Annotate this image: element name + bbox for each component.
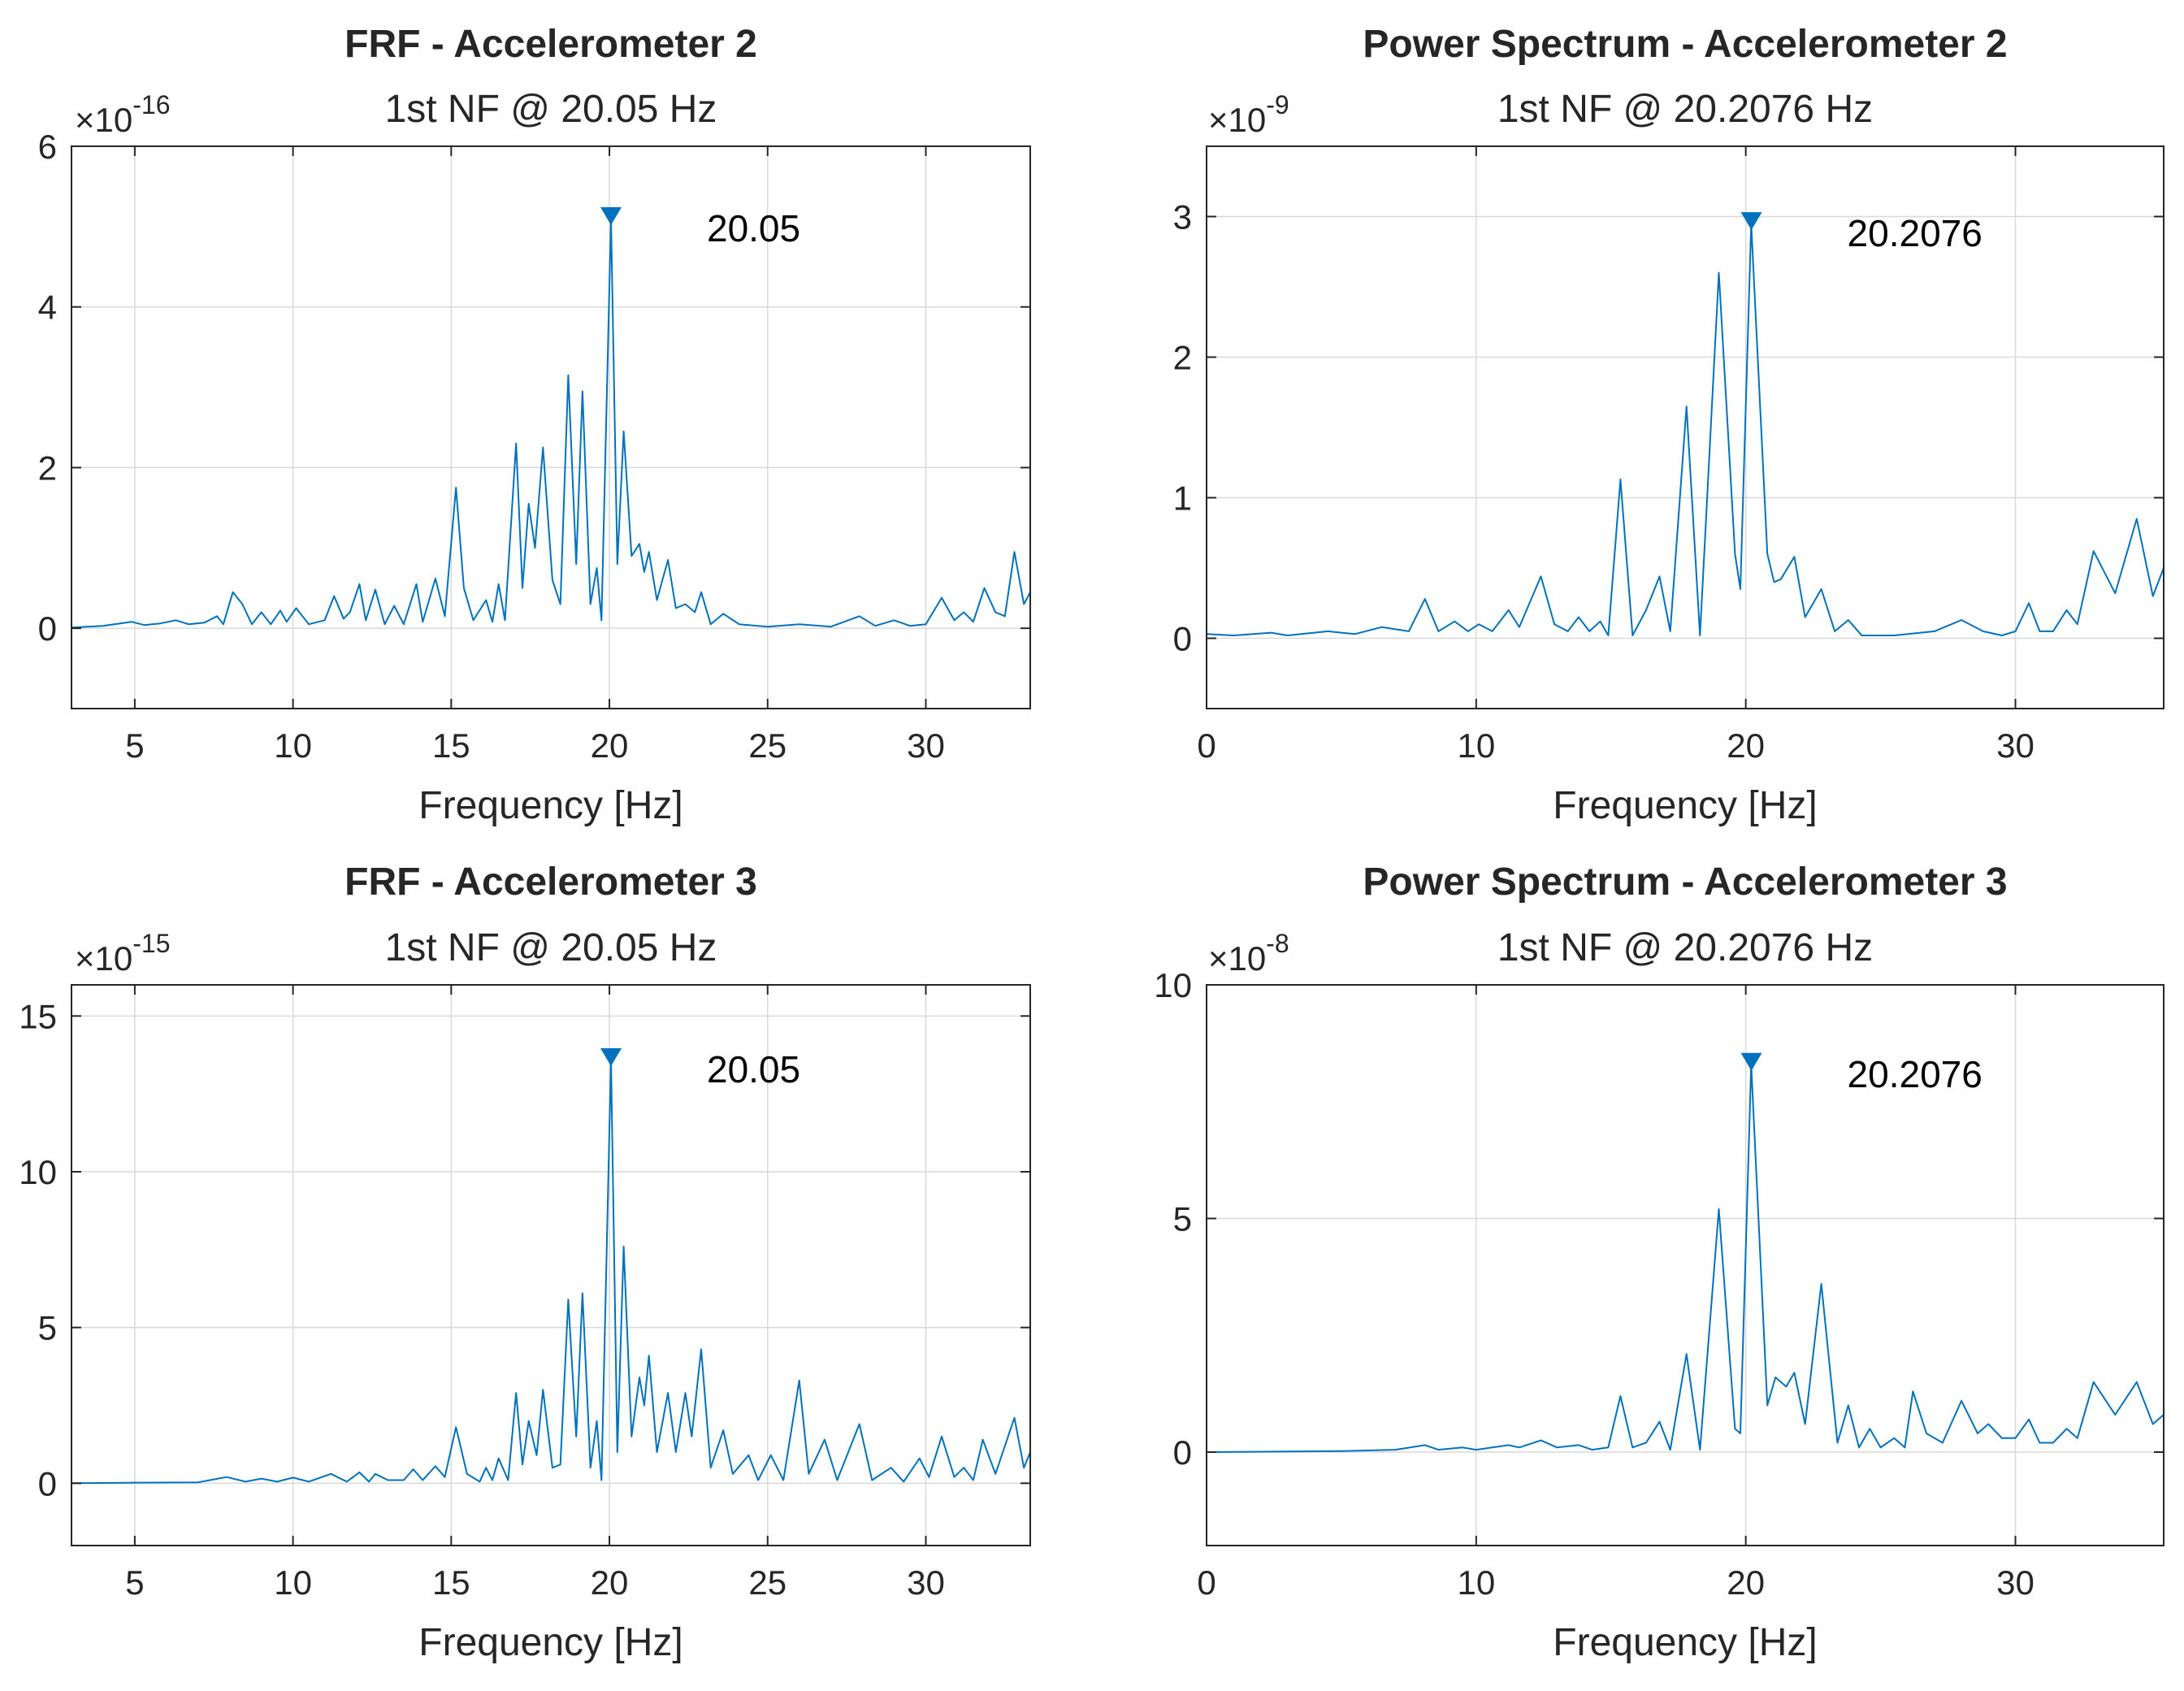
exponent-power: -8: [1266, 929, 1289, 958]
x-axis-label: Frequency [Hz]: [1553, 1621, 1817, 1664]
axis-exponent: ×10-9: [1208, 90, 1289, 139]
chart-frf-acc2: FRF - Accelerometer 2 1st NF @ 20.05 Hz ×1…: [38, 23, 1031, 827]
x-tick-label: 5: [125, 726, 144, 765]
y-tick-label: 2: [1173, 339, 1192, 377]
chart-title: Power Spectrum - Accelerometer 3: [1363, 861, 2007, 904]
x-tick-label: 30: [907, 1563, 945, 1602]
peak-marker: [1740, 212, 1762, 231]
y-tick-label: 15: [19, 997, 57, 1035]
chart-subtitle: 1st NF @ 20.2076 Hz: [1497, 926, 1873, 969]
exponent-power: -9: [1266, 90, 1289, 119]
x-tick-label: 15: [432, 1563, 470, 1602]
exponent-power: -16: [132, 90, 170, 119]
exponent-base: ×10: [1208, 939, 1266, 978]
axis-exponent: ×10-15: [75, 929, 171, 978]
y-tick-label: 10: [1154, 966, 1192, 1004]
x-tick-label: 25: [748, 1563, 786, 1602]
peak-marker: [600, 206, 622, 225]
series-line: [1206, 1063, 2164, 1453]
chart-ps-acc3: Power Spectrum - Accelerometer 3 1st NF @…: [1154, 861, 2164, 1664]
x-tick-label: 10: [274, 1563, 312, 1602]
chart-frf-acc3: FRF - Accelerometer 3 1st NF @ 20.05 Hz ×1…: [19, 861, 1031, 1664]
axes-box: [1206, 984, 2164, 1546]
x-axis-label: Frequency [Hz]: [418, 1621, 682, 1664]
x-tick-label: 30: [1996, 1563, 2034, 1602]
x-tick-label: 20: [591, 726, 629, 765]
axis-exponent: ×10-8: [1208, 929, 1289, 978]
chart-subtitle: 1st NF @ 20.05 Hz: [385, 88, 717, 131]
y-tick-label: 5: [1173, 1200, 1192, 1238]
x-tick-label: 0: [1197, 726, 1216, 765]
chart-subtitle: 1st NF @ 20.05 Hz: [385, 926, 717, 969]
x-tick-label: 10: [274, 726, 312, 765]
chart-title: Power Spectrum - Accelerometer 2: [1363, 23, 2007, 66]
y-tick-label: 0: [1173, 1433, 1192, 1472]
y-tick-label: 10: [19, 1153, 57, 1191]
axis-exponent: ×10-16: [75, 90, 171, 139]
exponent-base: ×10: [1208, 101, 1266, 139]
peak-label: 20.05: [707, 1048, 800, 1090]
y-tick-label: 3: [1173, 198, 1192, 236]
x-axis-label: Frequency [Hz]: [1553, 784, 1817, 827]
axes-box: [1206, 145, 2164, 709]
x-tick-label: 0: [1197, 1563, 1216, 1602]
exponent-power: -15: [132, 929, 170, 958]
x-tick-label: 15: [432, 726, 470, 765]
peak-label: 20.2076: [1848, 1053, 1982, 1095]
y-tick-label: 6: [38, 128, 57, 166]
peak-label: 20.2076: [1848, 212, 1982, 254]
y-tick-label: 2: [38, 449, 57, 487]
x-tick-label: 20: [1727, 726, 1765, 765]
y-tick-label: 4: [38, 288, 57, 327]
exponent-base: ×10: [75, 101, 132, 139]
x-tick-label: 20: [1727, 1563, 1765, 1602]
chart-subtitle: 1st NF @ 20.2076 Hz: [1497, 88, 1873, 131]
x-tick-label: 30: [1996, 726, 2034, 765]
series-line: [1206, 223, 2164, 636]
chart-ps-acc2: Power Spectrum - Accelerometer 2 1st NF @…: [1173, 23, 2164, 827]
y-tick-label: 5: [38, 1309, 57, 1347]
x-axis-label: Frequency [Hz]: [418, 784, 682, 827]
peak-marker: [600, 1048, 622, 1066]
series-line: [71, 1059, 1031, 1485]
x-tick-label: 10: [1457, 1563, 1495, 1602]
x-tick-label: 10: [1457, 726, 1495, 765]
peak-label: 20.05: [707, 207, 800, 249]
exponent-base: ×10: [75, 939, 132, 978]
axes-box: [71, 145, 1031, 709]
y-tick-label: 0: [1173, 620, 1192, 658]
chart-title: FRF - Accelerometer 3: [344, 861, 757, 904]
y-tick-label: 0: [38, 609, 57, 648]
x-tick-label: 5: [125, 1563, 144, 1602]
y-tick-label: 1: [1173, 479, 1192, 518]
series-line: [71, 218, 1031, 629]
x-tick-label: 30: [907, 726, 945, 765]
x-tick-label: 25: [748, 726, 786, 765]
chart-title: FRF - Accelerometer 2: [344, 23, 757, 66]
y-tick-label: 0: [38, 1464, 57, 1502]
axes-box: [71, 984, 1031, 1546]
x-tick-label: 20: [591, 1563, 629, 1602]
peak-marker: [1740, 1052, 1762, 1071]
